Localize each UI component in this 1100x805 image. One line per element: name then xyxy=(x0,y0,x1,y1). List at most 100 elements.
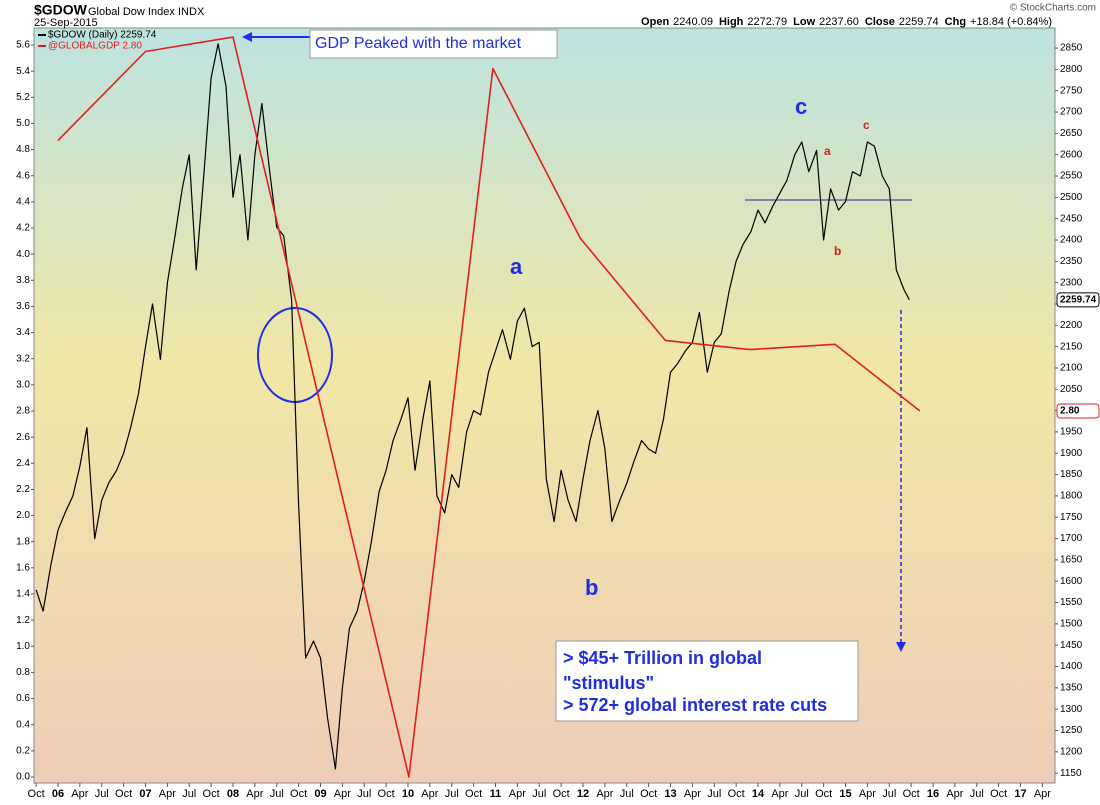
x-tick-label: Apr xyxy=(421,788,438,800)
end-label-box xyxy=(1056,403,1100,419)
annotation-box xyxy=(555,640,859,722)
y2-tick-label: 1150 xyxy=(1060,768,1082,779)
annotation: c xyxy=(795,94,807,119)
x-tick-label: 17 xyxy=(1014,788,1026,800)
legend-label: @GLOBALGDP 2.80 xyxy=(48,41,142,52)
quote-value: +18.84 (+0.84%) xyxy=(970,16,1052,28)
annotation: a xyxy=(824,144,831,158)
y2-tick-label: 2850 xyxy=(1060,43,1083,54)
y-tick-label: 4.0 xyxy=(16,249,30,260)
legend-label: $GDOW (Daily) 2259.74 xyxy=(48,30,157,41)
y-tick-label: 2.8 xyxy=(16,406,30,417)
x-tick-label: Apr xyxy=(71,788,88,800)
y2-tick-label: 1200 xyxy=(1060,747,1083,758)
x-tick-label: Jul xyxy=(620,788,634,800)
y2-tick-label: 1800 xyxy=(1060,491,1083,502)
y2-tick-label: 1550 xyxy=(1060,597,1083,608)
x-tick-label: Apr xyxy=(334,788,351,800)
x-tick-label: Jul xyxy=(882,788,896,800)
y2-tick-label: 2700 xyxy=(1060,107,1083,118)
annotation: > 572+ global interest rate cuts xyxy=(563,695,827,715)
y2-tick-label: 2800 xyxy=(1060,64,1083,75)
y-tick-label: 1.0 xyxy=(16,641,30,652)
x-tick-label: Apr xyxy=(246,788,263,800)
y-tick-label: 3.8 xyxy=(16,275,30,286)
x-tick-label: Oct xyxy=(903,788,920,800)
y-tick-label: 0.6 xyxy=(16,693,30,704)
y-tick-label: 0.0 xyxy=(16,772,30,783)
quote-value: 2240.09 xyxy=(673,16,713,28)
x-tick-label: Oct xyxy=(290,788,307,800)
y-tick-label: 2.2 xyxy=(16,484,30,495)
y-tick-label: 5.0 xyxy=(16,118,30,129)
x-tick-label: Jul xyxy=(357,788,371,800)
x-tick-label: Apr xyxy=(596,788,613,800)
series-line xyxy=(35,43,910,770)
y-tick-label: 1.4 xyxy=(16,589,30,600)
x-tick-label: 16 xyxy=(927,788,939,800)
y-tick-label: 2.6 xyxy=(16,432,30,443)
series-line xyxy=(57,36,921,778)
x-tick-label: 11 xyxy=(490,788,502,800)
y2-tick-label: 2500 xyxy=(1060,192,1083,203)
annotation: > $45+ Trillion in global xyxy=(563,648,762,668)
x-tick-label: 15 xyxy=(839,788,851,800)
y-tick-label: 0.4 xyxy=(16,719,30,730)
y2-tick-label: 2650 xyxy=(1060,128,1083,139)
y2-tick-label: 1250 xyxy=(1060,725,1083,736)
x-tick-label: 10 xyxy=(402,788,414,800)
y2-tick-label: 2050 xyxy=(1060,384,1083,395)
x-tick-label: Apr xyxy=(859,788,876,800)
y-tick-label: 2.0 xyxy=(16,510,30,521)
x-tick-label: Jul xyxy=(532,788,546,800)
plot-area xyxy=(33,27,1056,784)
quote-label: Chg xyxy=(945,16,966,28)
subtitle: Global Dow Index xyxy=(88,6,175,18)
x-tick-label: 09 xyxy=(314,788,326,800)
x-tick-label: Apr xyxy=(946,788,963,800)
exchange: INDX xyxy=(178,6,205,18)
x-tick-label: Oct xyxy=(115,788,132,800)
annotation: b xyxy=(585,575,598,600)
x-tick-label: Apr xyxy=(159,788,176,800)
x-tick-label: Oct xyxy=(465,788,482,800)
y-tick-label: 2.4 xyxy=(16,458,30,469)
y2-tick-label: 1400 xyxy=(1060,661,1083,672)
quote-label: Open xyxy=(641,16,669,28)
y-tick-label: 3.2 xyxy=(16,353,30,364)
y2-tick-label: 1300 xyxy=(1060,704,1083,715)
quote-value: 2237.60 xyxy=(819,16,859,28)
y2-tick-label: 1700 xyxy=(1060,533,1083,544)
y-tick-label: 4.4 xyxy=(16,196,30,207)
y2-tick-label: 2100 xyxy=(1060,363,1083,374)
end-label: 2259.74 xyxy=(1060,294,1097,305)
x-tick-label: Oct xyxy=(990,788,1007,800)
x-tick-label: Jul xyxy=(270,788,284,800)
y-tick-label: 4.8 xyxy=(16,144,30,155)
credit: © StockCharts.com xyxy=(1010,3,1096,14)
x-tick-label: Apr xyxy=(509,788,526,800)
quote-label: Low xyxy=(793,16,815,28)
annotation: b xyxy=(834,244,841,258)
y2-tick-label: 1750 xyxy=(1060,512,1083,523)
y2-tick-label: 1500 xyxy=(1060,619,1083,630)
y-tick-label: 0.8 xyxy=(16,667,30,678)
x-tick-label: Oct xyxy=(640,788,657,800)
x-tick-label: Jul xyxy=(970,788,984,800)
x-tick-label: Jul xyxy=(795,788,809,800)
y-tick-label: 1.6 xyxy=(16,562,30,573)
x-tick-label: 08 xyxy=(227,788,239,800)
x-tick-label: Jul xyxy=(445,788,459,800)
y2-tick-label: 1450 xyxy=(1060,640,1083,651)
quote-value: 2259.74 xyxy=(899,16,939,28)
y-tick-label: 1.2 xyxy=(16,615,30,626)
y2-tick-label: 2600 xyxy=(1060,149,1083,160)
y-tick-label: 3.4 xyxy=(16,327,30,338)
x-tick-label: Oct xyxy=(815,788,832,800)
y2-tick-label: 1350 xyxy=(1060,683,1083,694)
x-tick-label: Oct xyxy=(378,788,395,800)
date: 25-Sep-2015 xyxy=(34,17,98,29)
y-tick-label: 0.2 xyxy=(16,745,30,756)
